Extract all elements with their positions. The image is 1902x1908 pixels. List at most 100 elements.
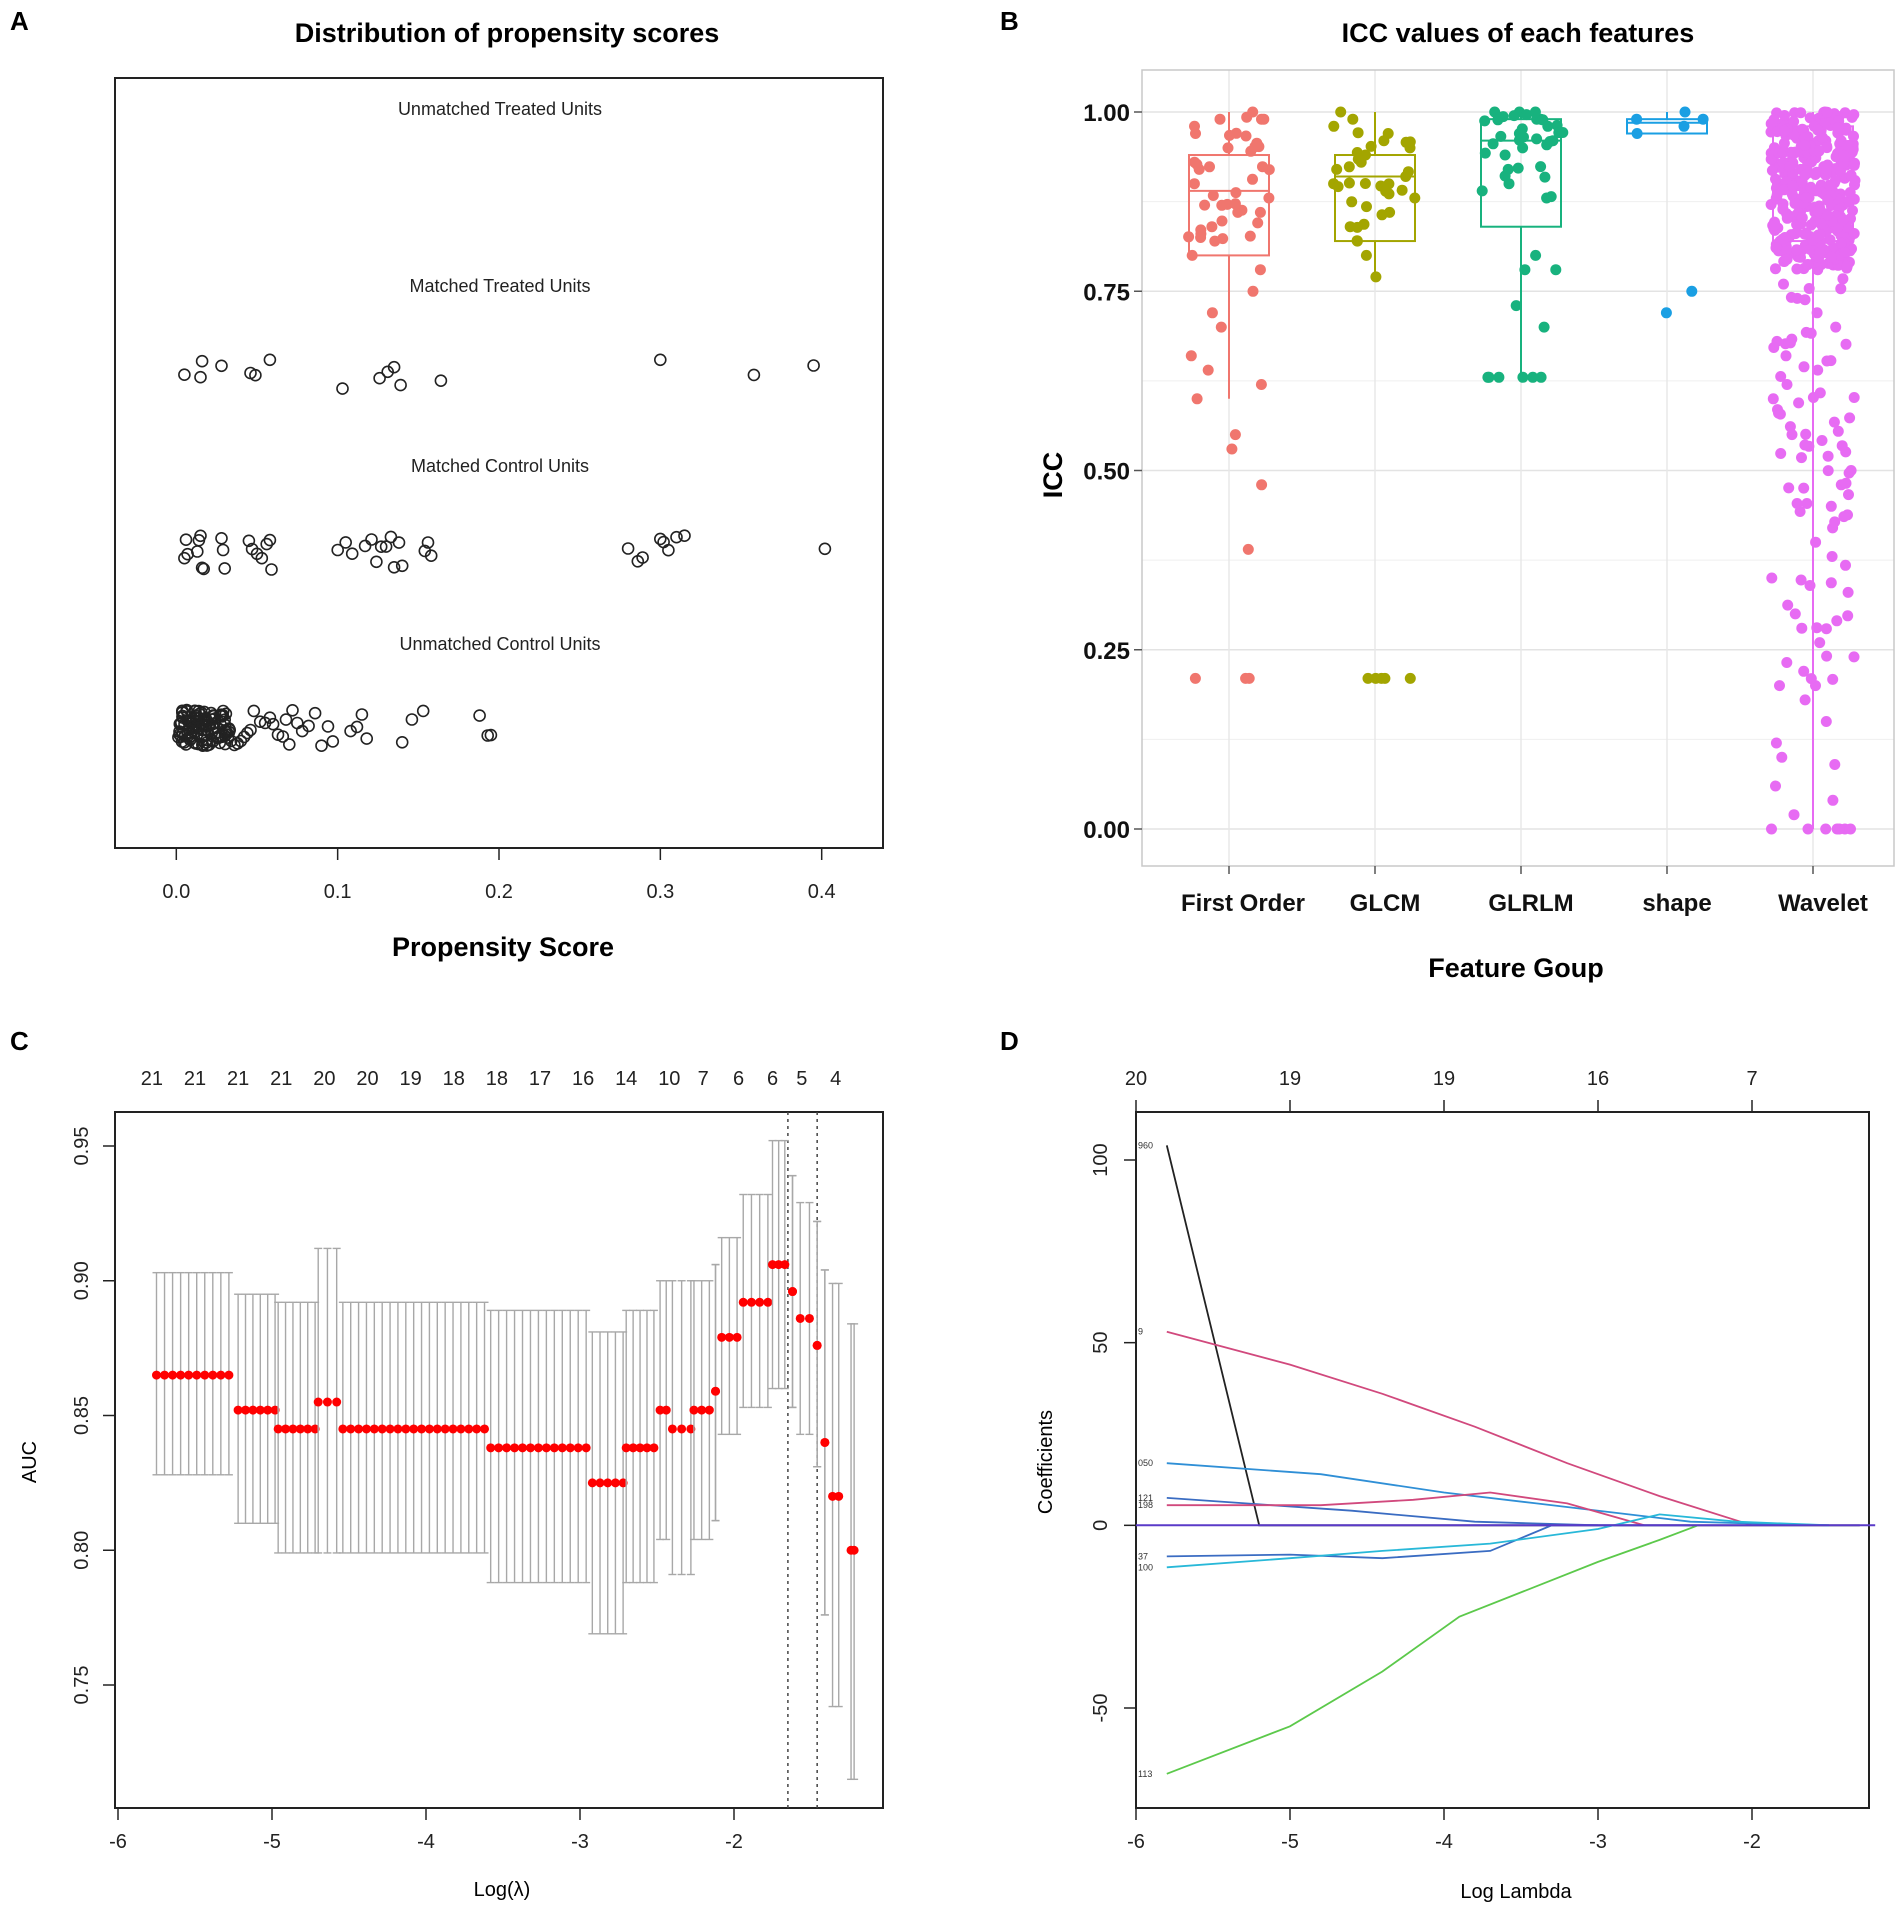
panel-d-xlabel: Log Lambda <box>1460 1881 1572 1903</box>
panel-a-point-2-1 <box>179 533 193 547</box>
panel-b-point-wavelet-mid-16 <box>1782 599 1794 611</box>
panel-b-point-4-16 <box>1798 665 1810 677</box>
panel-a-point-dense-79 <box>188 709 202 723</box>
panel-b-point-4-35 <box>1780 350 1792 362</box>
panel-b-point-glrlm-dense-7 <box>1539 171 1551 183</box>
panel-c-point-69 <box>667 1424 677 1434</box>
panel-b-point-4-5 <box>1833 823 1845 835</box>
panel-c-point-74 <box>704 1405 714 1415</box>
panel-b-point-wavelet-dense-123 <box>1768 114 1780 126</box>
panel-b-point-2-3 <box>1517 371 1529 383</box>
panel-a-point-2-23 <box>370 555 383 569</box>
panel-b-ylabel: ICC <box>1038 452 1068 499</box>
panel-b-point-1-18 <box>1382 128 1394 139</box>
panel-b-ytick-label-1: 0.25 <box>1083 638 1130 665</box>
panel-a-point-1-5 <box>249 368 262 382</box>
panel-b-point-wavelet-mid-54 <box>1825 577 1837 589</box>
panel-c-point-45 <box>494 1443 504 1453</box>
panel-a-point-2-16 <box>263 533 277 547</box>
panel-c-point-52 <box>549 1443 559 1453</box>
panel-b-point-4-7 <box>1788 809 1800 821</box>
panel-b-point-wavelet-mid-56 <box>1843 467 1855 479</box>
panel-c-point-47 <box>510 1443 520 1453</box>
panel-b-point-wavelet-dense-298 <box>1832 122 1844 134</box>
panel-d-left-label-2: 050 <box>1138 1458 1153 1468</box>
panel-c-point-67 <box>655 1405 665 1415</box>
panel-b-point-first-dense-26 <box>1229 198 1241 210</box>
panel-b-point-wavelet-dense-294 <box>1848 130 1859 142</box>
panel-a-point-3-20 <box>237 730 251 744</box>
panel-b-point-glcm-dense-7 <box>1365 140 1377 152</box>
panel-b-point-wavelet-mid-17 <box>1775 448 1787 459</box>
panel-a-point-dense-86 <box>201 724 214 737</box>
panel-c-point-34 <box>409 1424 419 1434</box>
panel-b-point-wavelet-dense-317 <box>1821 106 1833 118</box>
panel-a-point-3-33 <box>290 716 304 730</box>
panel-b-point-0-20 <box>1188 178 1200 190</box>
panel-b-point-wavelet-dense-332 <box>1778 137 1790 149</box>
panel-d-series-050 <box>1166 1462 1830 1527</box>
panel-a-point-2-39 <box>670 530 683 544</box>
panel-a-point-1-1 <box>194 370 207 384</box>
panel-c-point-53 <box>557 1443 567 1453</box>
panel-b-point-wavelet-dense-316 <box>1799 139 1811 151</box>
panel-c-point-84 <box>768 1260 777 1270</box>
panel-b-point-wavelet-mid-5 <box>1799 294 1811 306</box>
panel-b-point-wavelet-dense-313 <box>1839 247 1851 258</box>
panel-b-point-wavelet-dense-267 <box>1822 194 1834 206</box>
panel-b-ytick-label-4: 1.00 <box>1083 100 1130 127</box>
panel-b-point-wavelet-mid-27 <box>1837 273 1849 285</box>
panel-b-point-wavelet-mid-30 <box>1783 482 1795 494</box>
panel-b-point-glrlm-dense-17 <box>1479 115 1491 127</box>
panel-c-point-20 <box>303 1424 313 1434</box>
panel-b-point-wavelet-dense-137 <box>1769 219 1781 231</box>
panel-b-point-4-11 <box>1776 751 1788 763</box>
panel-b-point-wavelet-mid-19 <box>1821 650 1833 662</box>
panel-b-point-glrlm-dense-22 <box>1518 131 1529 143</box>
panel-b-point-wavelet-mid-11 <box>1798 482 1810 494</box>
panel-b-point-0-4 <box>1191 393 1203 405</box>
panel-b-point-4-8 <box>1827 794 1839 806</box>
panel-a-point-2-32 <box>424 549 438 563</box>
panel-b-point-first-dense-12 <box>1199 199 1211 211</box>
panel-a-point-3-45 <box>405 713 419 726</box>
panel-b-point-3-0 <box>1660 307 1672 319</box>
panel-b-point-wavelet-dense-307 <box>1777 203 1789 215</box>
panel-b-point-2-0 <box>1535 371 1547 383</box>
panel-a-point-1-10 <box>387 360 401 374</box>
panel-b-point-0-19 <box>1263 192 1275 204</box>
panel-b-point-wavelet-mid-49 <box>1831 615 1843 627</box>
panel-a-point-2-9 <box>216 543 230 557</box>
panel-b-point-2-5 <box>1483 371 1495 383</box>
panel-c-xtick-label-4: -2 <box>725 1831 743 1853</box>
panel-c-top-label-11: 14 <box>615 1068 637 1090</box>
panel-c-point-79 <box>732 1332 742 1342</box>
panel-a-point-3-46 <box>416 704 430 718</box>
panel-c-point-19 <box>295 1424 305 1434</box>
panel-b-point-wavelet-dense-271 <box>1788 116 1800 127</box>
panel-d-xtick-label-0: -6 <box>1127 1831 1145 1853</box>
panel-c-point-48 <box>518 1443 528 1453</box>
panel-b-point-wavelet-mid-41 <box>1829 516 1841 528</box>
panel-a-point-2-7 <box>197 562 210 576</box>
panel-a-point-dense-88 <box>215 730 229 744</box>
panel-b-point-wavelet-dense-167 <box>1795 107 1807 119</box>
panel-c-point-70 <box>677 1424 687 1434</box>
panel-b-point-wavelet-dense-99 <box>1804 112 1816 124</box>
panel-d-top-label-2: 19 <box>1433 1068 1455 1090</box>
panel-b-point-first-dense-27 <box>1244 230 1256 242</box>
panel-b-point-0-8 <box>1215 321 1227 333</box>
panel-c-point-12 <box>248 1405 258 1415</box>
panel-a-point-1-12 <box>434 374 448 388</box>
panel-c-top-label-7: 18 <box>443 1068 465 1090</box>
panel-b-point-1-5 <box>1370 271 1382 283</box>
panel-b-point-wavelet-dense-325 <box>1814 246 1826 258</box>
panel-b-point-wavelet-mid-24 <box>1825 355 1837 367</box>
panel-a-point-3-31 <box>282 738 296 751</box>
panel-c-point-0 <box>152 1370 161 1380</box>
panel-c-point-66 <box>649 1443 659 1453</box>
panel-b-point-wavelet-dense-302 <box>1788 147 1800 159</box>
panel-d-top-label-4: 7 <box>1746 1068 1757 1090</box>
panel-b-ytick-label-0: 0.00 <box>1083 817 1130 844</box>
panel-b-point-1-21 <box>1335 106 1347 118</box>
